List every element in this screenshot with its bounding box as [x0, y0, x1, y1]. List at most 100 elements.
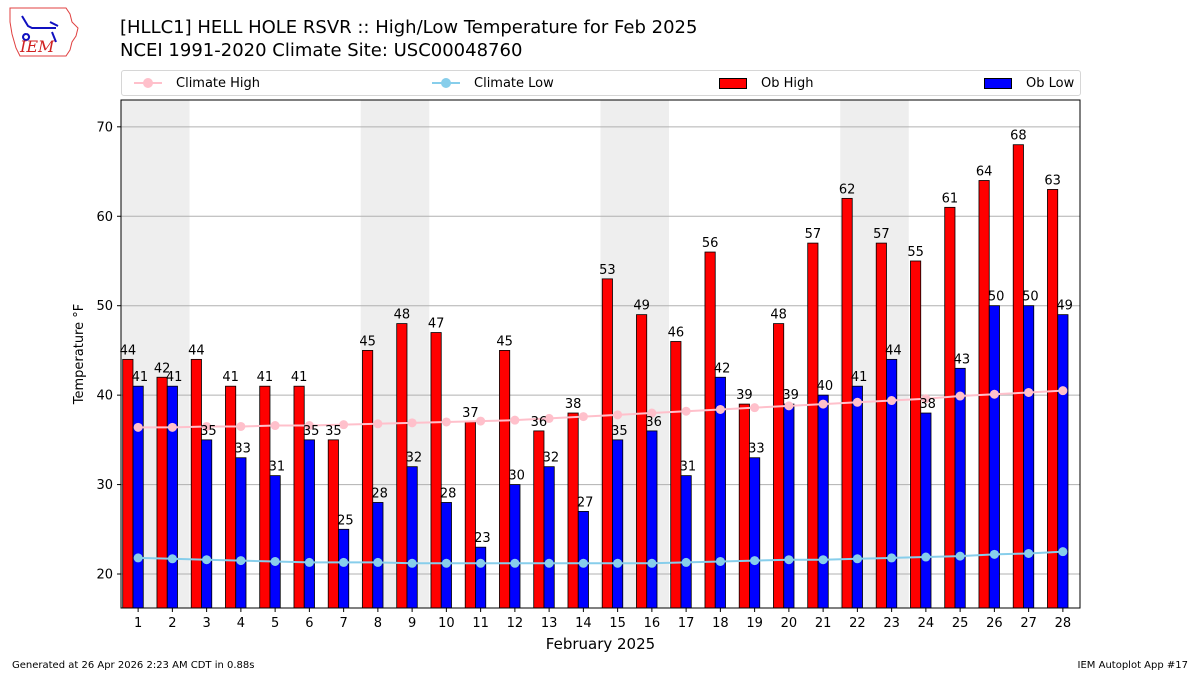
- point-climate-high: [544, 413, 554, 423]
- bar-ob-low: [509, 484, 521, 609]
- point-climate-low: [544, 558, 554, 568]
- x-tick-label: 11: [472, 616, 489, 631]
- bar-ob-high: [944, 206, 956, 609]
- label-ob-high: 48: [770, 308, 787, 323]
- label-ob-high: 68: [1010, 129, 1027, 144]
- x-tick-label: 2: [168, 616, 176, 631]
- label-ob-low: 41: [132, 370, 149, 385]
- x-tick-label: 23: [883, 616, 900, 631]
- label-ob-high: 46: [668, 325, 685, 340]
- bar-ob-low: [475, 546, 487, 609]
- bar-ob-high: [156, 376, 168, 609]
- label-ob-high: 55: [907, 245, 924, 260]
- y-tick-label: 20: [96, 568, 113, 583]
- point-climate-high: [681, 406, 691, 416]
- label-ob-low: 50: [988, 290, 1005, 305]
- bar-ob-low: [201, 439, 213, 609]
- bar-ob-low: [166, 385, 178, 609]
- bar-ob-high: [601, 278, 613, 609]
- y-tick-label: 60: [96, 210, 113, 225]
- label-ob-low: 35: [200, 424, 217, 439]
- x-tick-label: 18: [712, 616, 729, 631]
- label-ob-low: 31: [269, 460, 286, 475]
- legend-label: Ob Low: [1026, 75, 1075, 91]
- bar-ob-high: [738, 403, 750, 609]
- point-climate-high: [1058, 386, 1068, 396]
- legend: Climate High Climate Low Ob High Ob Low: [121, 70, 1081, 96]
- point-climate-high: [133, 422, 143, 432]
- bar-ob-high: [362, 350, 374, 609]
- point-climate-low: [1058, 547, 1068, 557]
- legend-item-climate-high: Climate High: [134, 71, 260, 95]
- line-climate-low: [138, 550, 1063, 565]
- legend-label: Ob High: [761, 75, 814, 91]
- point-climate-high: [373, 419, 383, 429]
- label-ob-low: 23: [474, 531, 491, 546]
- bar-ob-low: [543, 466, 555, 609]
- point-climate-low: [476, 558, 486, 568]
- bar-ob-low: [338, 528, 350, 609]
- point-climate-high: [407, 418, 417, 428]
- legend-item-ob-high: Ob High: [719, 71, 814, 95]
- bar-ob-low: [612, 439, 624, 609]
- point-climate-high: [750, 403, 760, 413]
- point-climate-high: [784, 401, 794, 411]
- x-tick-label: 12: [507, 616, 524, 631]
- x-tick-label: 5: [271, 616, 279, 631]
- x-tick-label: 15: [609, 616, 626, 631]
- label-ob-low: 33: [234, 442, 251, 457]
- point-climate-high: [167, 422, 177, 432]
- bar-ob-low: [817, 394, 829, 609]
- bar-ob-low: [851, 385, 863, 609]
- legend-patch-icon: [719, 77, 747, 89]
- bar-ob-high: [875, 242, 887, 609]
- point-climate-high: [921, 394, 931, 404]
- point-climate-low: [955, 551, 965, 561]
- point-climate-low: [270, 556, 280, 566]
- bar-ob-low: [680, 475, 692, 609]
- label-ob-low: 35: [611, 424, 628, 439]
- point-climate-high: [715, 404, 725, 414]
- label-ob-low: 41: [166, 370, 183, 385]
- x-tick-label: 27: [1020, 616, 1037, 631]
- label-ob-high: 41: [257, 370, 274, 385]
- point-climate-low: [715, 556, 725, 566]
- label-ob-high: 48: [394, 308, 411, 323]
- x-tick-label: 28: [1055, 616, 1072, 631]
- iem-logo: IEM: [9, 7, 79, 57]
- label-ob-high: 44: [120, 343, 137, 358]
- weather-station-icon: [21, 15, 59, 43]
- point-climate-high: [818, 399, 828, 409]
- label-ob-low: 32: [543, 451, 560, 466]
- label-ob-high: 45: [359, 334, 376, 349]
- x-tick-label: 1: [134, 616, 142, 631]
- x-axis-label: February 2025: [546, 635, 655, 653]
- point-climate-low: [339, 557, 349, 567]
- legend-patch-icon: [984, 77, 1012, 89]
- point-climate-high: [1024, 387, 1034, 397]
- point-climate-high: [989, 389, 999, 399]
- bar-ob-low: [783, 403, 795, 609]
- x-tick-label: 7: [339, 616, 347, 631]
- bar-ob-high: [396, 323, 408, 609]
- point-climate-high: [852, 397, 862, 407]
- label-ob-low: 28: [371, 486, 388, 501]
- point-climate-high: [270, 421, 280, 431]
- x-tick-label: 16: [644, 616, 661, 631]
- point-climate-high: [202, 421, 212, 431]
- point-climate-high: [955, 391, 965, 401]
- x-tick-label: 24: [918, 616, 935, 631]
- label-ob-high: 64: [976, 164, 993, 179]
- label-ob-high: 57: [873, 227, 890, 242]
- legend-item-climate-low: Climate Low: [432, 71, 554, 95]
- bar-ob-low: [954, 367, 966, 609]
- label-ob-high: 53: [599, 263, 616, 278]
- label-ob-low: 40: [817, 379, 834, 394]
- x-tick-label: 22: [849, 616, 866, 631]
- x-tick-label: 3: [202, 616, 210, 631]
- footer-app-id: IEM Autoplot App #17: [1077, 660, 1188, 671]
- point-climate-low: [133, 553, 143, 563]
- point-climate-high: [236, 421, 246, 431]
- label-ob-low: 30: [508, 469, 525, 484]
